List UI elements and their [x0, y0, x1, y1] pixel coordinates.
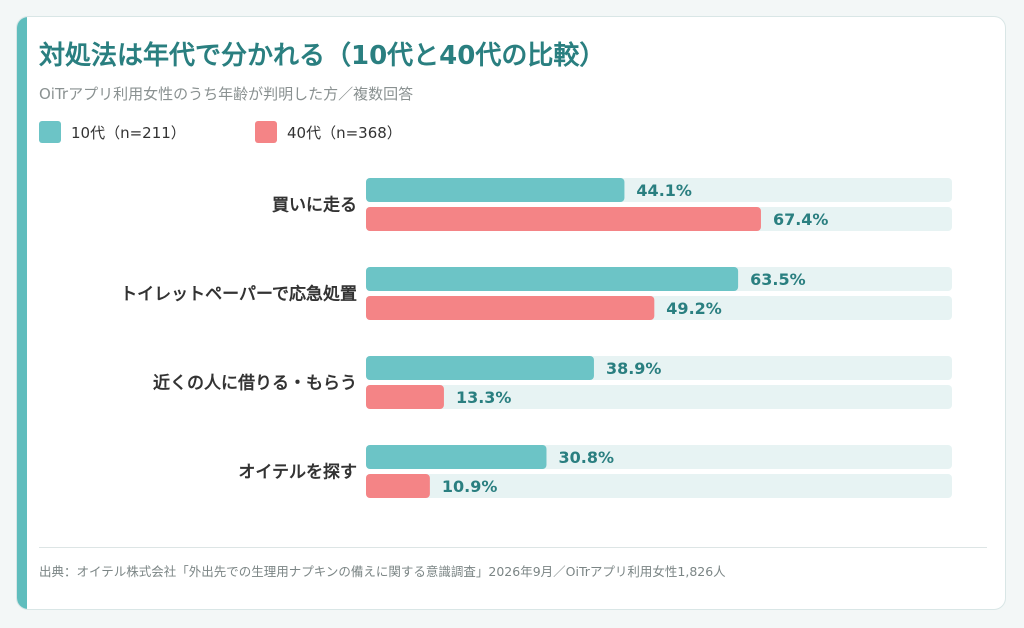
chart-title: 対処法は年代で分かれる（10代と40代の比較） — [39, 41, 606, 71]
value-label-40s: 10.9% — [442, 477, 498, 496]
value-label-10s: 30.8% — [558, 448, 614, 467]
category-label: 近くの人に借りる・もらう — [153, 373, 357, 394]
category-label: オイテルを探す — [238, 462, 357, 483]
source-note: 出典：オイテル株式会社「外出先での生理用ナプキンの備えに関する意識調査」2026… — [39, 564, 726, 579]
bar-10s — [366, 445, 547, 469]
accent-bar — [17, 17, 27, 609]
bar-40s — [366, 474, 430, 498]
bar-40s — [366, 296, 655, 320]
bar-40s — [366, 385, 444, 409]
bar-10s — [366, 267, 739, 291]
legend-swatch-10s — [39, 121, 61, 143]
bar-10s — [366, 356, 594, 380]
value-label-10s: 63.5% — [750, 270, 806, 289]
value-label-10s: 38.9% — [606, 359, 662, 378]
legend-item-10s: 10代（n=211） — [39, 121, 186, 143]
chart-card: 対処法は年代で分かれる（10代と40代の比較） OiTrアプリ利用女性のうち年齢… — [16, 16, 1006, 610]
value-label-40s: 13.3% — [456, 388, 512, 407]
bar-chart: 買いに走る 44.1% 67.4% トイレットペーパーで応急処置 63.5% 49.2% 近… — [120, 178, 952, 498]
category-label: トイレットペーパーで応急処置 — [120, 284, 357, 305]
bar-40s — [366, 207, 761, 231]
value-label-40s: 67.4% — [773, 210, 829, 229]
category-label: 買いに走る — [272, 195, 357, 216]
bar-10s — [366, 178, 625, 202]
legend-item-40s: 40代（n=368） — [255, 121, 402, 143]
bar-track — [366, 474, 952, 498]
value-label-40s: 49.2% — [666, 299, 722, 318]
chart-subtitle: OiTrアプリ利用女性のうち年齢が判明した方／複数回答 — [39, 85, 414, 103]
value-label-10s: 44.1% — [636, 181, 692, 200]
bar-track — [366, 385, 952, 409]
legend-label-10s: 10代（n=211） — [71, 123, 186, 142]
divider — [39, 547, 987, 548]
legend-swatch-40s — [255, 121, 277, 143]
legend-label-40s: 40代（n=368） — [287, 123, 402, 142]
